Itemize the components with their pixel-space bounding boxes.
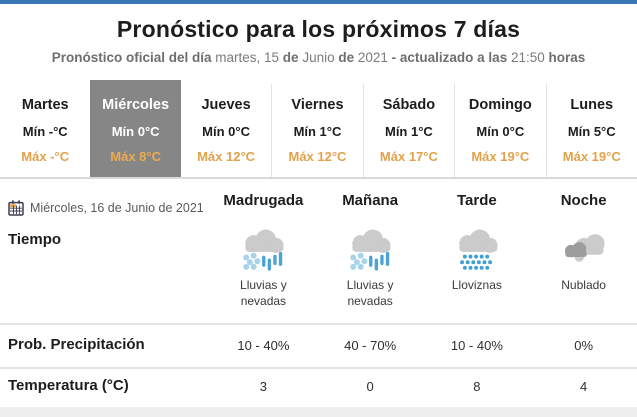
precipitation-value-noche: 0% — [574, 338, 594, 353]
subtitle-part: de — [338, 50, 355, 65]
cloudy-icon — [530, 223, 637, 275]
column-header-manana: Mañana — [342, 192, 399, 209]
drizzle-icon — [424, 223, 531, 275]
subtitle-part: Junio — [298, 50, 339, 65]
selected-date: Miércoles, 16 de Junio de 2021 — [0, 179, 210, 223]
temperature-value-manana: 0 — [366, 379, 374, 394]
weather-cell-noche: Nublado — [530, 223, 637, 323]
tab-max-temp: Máx 8°C — [110, 149, 161, 164]
weather-cell-tarde: Lloviznas — [424, 223, 531, 323]
tab-day-label: Lunes — [570, 97, 614, 113]
column-header-madrugada: Madrugada — [223, 192, 304, 209]
subtitle-part: 2021 — [354, 50, 392, 65]
rain-snow-icon — [210, 223, 317, 275]
temperature-value-tarde: 8 — [473, 379, 481, 394]
tab-lunes[interactable]: Lunes Mín 5°C Máx 19°C — [545, 84, 637, 177]
tab-min-temp: Mín 5°C — [567, 124, 616, 139]
rain-snow-icon — [317, 223, 424, 275]
temperature-value-noche: 4 — [580, 379, 588, 394]
precipitation-value-tarde: 10 - 40% — [450, 338, 503, 353]
tab-day-label: Jueves — [201, 97, 251, 113]
tab-day-label: Viernes — [291, 97, 344, 113]
tab-min-temp: Mín 0°C — [202, 124, 250, 139]
tab-jueves[interactable]: Jueves Mín 0°C Máx 12°C — [180, 84, 272, 177]
weather-caption: Lluvias y nevadas — [346, 278, 394, 308]
tab-max-temp: Máx -°C — [21, 149, 70, 164]
selected-date-label: Miércoles, 16 de Junio de 2021 — [30, 200, 204, 215]
weather-cell-manana: Lluvias y nevadas — [317, 223, 424, 323]
tab-min-temp: Mín 0°C — [476, 124, 525, 139]
precipitation-value-madrugada: 10 - 40% — [237, 338, 290, 353]
precipitation-row-label: Prob. Precipitación — [8, 336, 145, 353]
tiempo-row-label: Tiempo — [8, 231, 62, 248]
weather-cell-madrugada: Lluvias y nevadas — [210, 223, 317, 323]
tab-min-temp: Mín 1°C — [384, 124, 433, 139]
tab-day-label: Martes — [21, 97, 69, 113]
tab-day-label: Domingo — [468, 97, 532, 113]
subtitle-part: Pronóstico oficial del día — [51, 50, 216, 65]
weather-caption: Lluvias y nevadas — [240, 278, 287, 308]
column-header-tarde: Tarde — [457, 192, 497, 209]
temperature-row-label: Temperatura (°C) — [8, 377, 129, 394]
tab-min-temp: Mín 1°C — [293, 124, 342, 139]
tab-day-label: Miércoles — [102, 97, 170, 113]
precipitation-row: Prob. Precipitación 10 - 40% 40 - 70% 10… — [0, 323, 637, 367]
tab-max-temp: Máx 19°C — [562, 149, 621, 164]
subtitle-part: horas — [548, 50, 586, 65]
top-accent-bar — [0, 0, 637, 4]
tab-domingo[interactable]: Domingo Mín 0°C Máx 19°C — [454, 84, 546, 177]
tab-max-temp: Máx 19°C — [471, 149, 530, 164]
tab-max-temp: Máx 12°C — [288, 149, 347, 164]
temperature-value-madrugada: 3 — [259, 379, 267, 394]
tab-day-label: Sábado — [382, 97, 436, 113]
precipitation-value-manana: 40 - 70% — [344, 338, 397, 353]
tab-max-temp: Máx 17°C — [379, 149, 438, 164]
subtitle-part: martes, 15 — [215, 50, 283, 65]
weather-caption: Nublado — [561, 278, 606, 292]
tab-min-temp: Mín -°C — [22, 124, 68, 139]
calendar-icon — [8, 199, 24, 216]
subtitle-part: 21:50 — [510, 50, 549, 65]
section-divider — [0, 407, 637, 417]
tab-sabado[interactable]: Sábado Mín 1°C Máx 17°C — [362, 84, 455, 177]
day-tabs: Martes Mín -°C Máx -°C Miércoles Mín 0°C… — [0, 80, 637, 179]
subtitle-part: de — [282, 50, 299, 65]
tab-viernes[interactable]: Viernes Mín 1°C Máx 12°C — [271, 84, 363, 177]
temperature-row: Temperatura (°C) 3 0 8 4 — [0, 367, 637, 407]
tiempo-row: Tiempo — [0, 223, 637, 323]
tab-martes[interactable]: Martes Mín -°C Máx -°C — [0, 84, 91, 177]
weather-caption: Lloviznas — [451, 278, 502, 292]
detail-header-row: Miércoles, 16 de Junio de 2021 Madrugada… — [0, 179, 637, 223]
column-header-noche: Noche — [560, 192, 607, 209]
tab-max-temp: Máx 12°C — [197, 149, 256, 164]
tab-miercoles-active[interactable]: Miércoles Mín 0°C Máx 8°C — [90, 80, 181, 177]
subtitle: Pronóstico oficial del día martes, 15 de… — [0, 50, 637, 65]
subtitle-part: - actualizado a las — [391, 50, 511, 65]
tab-min-temp: Mín 0°C — [111, 124, 160, 139]
page-title: Pronóstico para los próximos 7 días — [116, 16, 521, 42]
